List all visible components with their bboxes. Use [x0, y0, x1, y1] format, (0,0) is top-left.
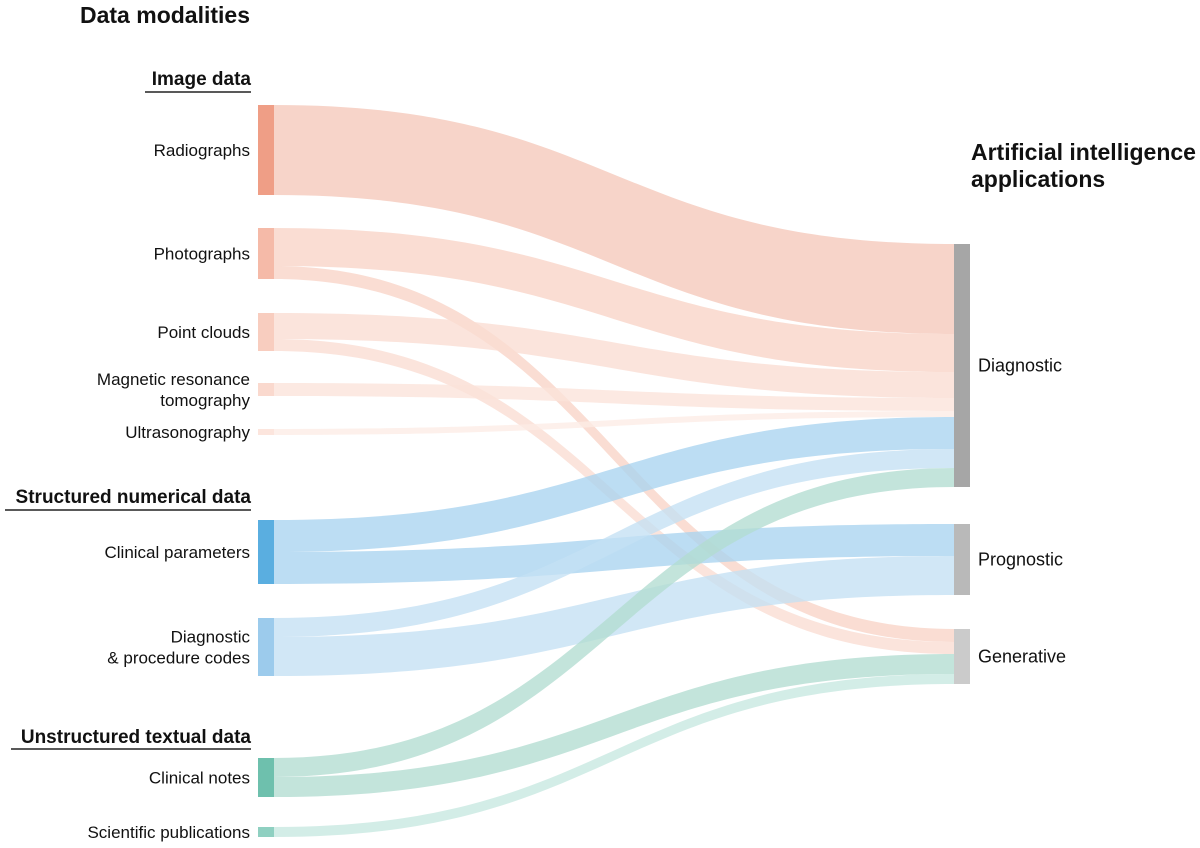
group-heading-image: Image data	[152, 69, 252, 90]
source-label-codes: Diagnostic	[171, 628, 251, 647]
source-node-clinical_notes	[258, 758, 274, 797]
source-label-codes: & procedure codes	[107, 649, 250, 668]
source-label-point_clouds: Point clouds	[157, 323, 250, 342]
target-labels: Diagnostic Prognostic Generative	[978, 356, 1066, 667]
target-label-diagnostic: Diagnostic	[978, 356, 1062, 376]
target-node-prognostic	[954, 524, 970, 595]
flow-clinical_notes-to-diagnostic	[274, 468, 954, 777]
source-label-clinical_notes: Clinical notes	[149, 769, 250, 788]
flow-radiographs-to-diagnostic	[274, 105, 954, 334]
source-label-photographs: Photographs	[154, 245, 250, 264]
target-node-diagnostic	[954, 244, 970, 487]
flow-photographs-to-generative	[274, 266, 954, 642]
flow-clinical_parameters-to-prognostic	[274, 524, 954, 584]
flow-clinical_parameters-to-diagnostic	[274, 417, 954, 552]
flow-clinical_notes-to-generative	[274, 654, 954, 797]
source-nodes	[258, 105, 274, 837]
target-label-generative: Generative	[978, 647, 1066, 667]
group-heading-unstructured: Unstructured textual data	[21, 727, 252, 748]
flow-publications-to-generative	[274, 674, 954, 837]
target-title-line-2: applications	[971, 166, 1105, 192]
source-node-publications	[258, 827, 274, 837]
source-node-mri	[258, 383, 274, 396]
source-label-mri: Magnetic resonance	[97, 370, 250, 389]
source-node-clinical_parameters	[258, 520, 274, 584]
flow-links	[274, 105, 954, 837]
group-headings: Image data Structured numerical data Uns…	[5, 69, 252, 750]
target-title-line-1: Artificial intelligence	[971, 139, 1196, 165]
source-node-radiographs	[258, 105, 274, 195]
source-label-clinical_parameters: Clinical parameters	[105, 543, 251, 562]
target-label-prognostic: Prognostic	[978, 550, 1063, 570]
target-node-generative	[954, 629, 970, 684]
source-label-mri: tomography	[160, 391, 250, 410]
source-node-codes	[258, 618, 274, 676]
source-label-radiographs: Radiographs	[154, 141, 250, 160]
group-heading-structured: Structured numerical data	[16, 487, 252, 508]
flow-ultrasonography-to-diagnostic	[274, 411, 954, 435]
source-node-point_clouds	[258, 313, 274, 351]
source-node-ultrasonography	[258, 429, 274, 435]
source-node-photographs	[258, 228, 274, 279]
source-labels: Radiographs Photographs Point clouds Magnet…	[87, 141, 250, 842]
flow-codes-to-diagnostic	[274, 449, 954, 637]
flow-photographs-to-diagnostic	[274, 228, 954, 372]
source-label-ultrasonography: Ultrasonography	[125, 423, 250, 442]
target-nodes	[954, 244, 970, 684]
flow-point_clouds-to-diagnostic	[274, 313, 954, 398]
source-label-publications: Scientific publications	[87, 823, 250, 842]
flow-mri-to-diagnostic	[274, 383, 954, 411]
diagram-title: Data modalities	[80, 2, 250, 28]
